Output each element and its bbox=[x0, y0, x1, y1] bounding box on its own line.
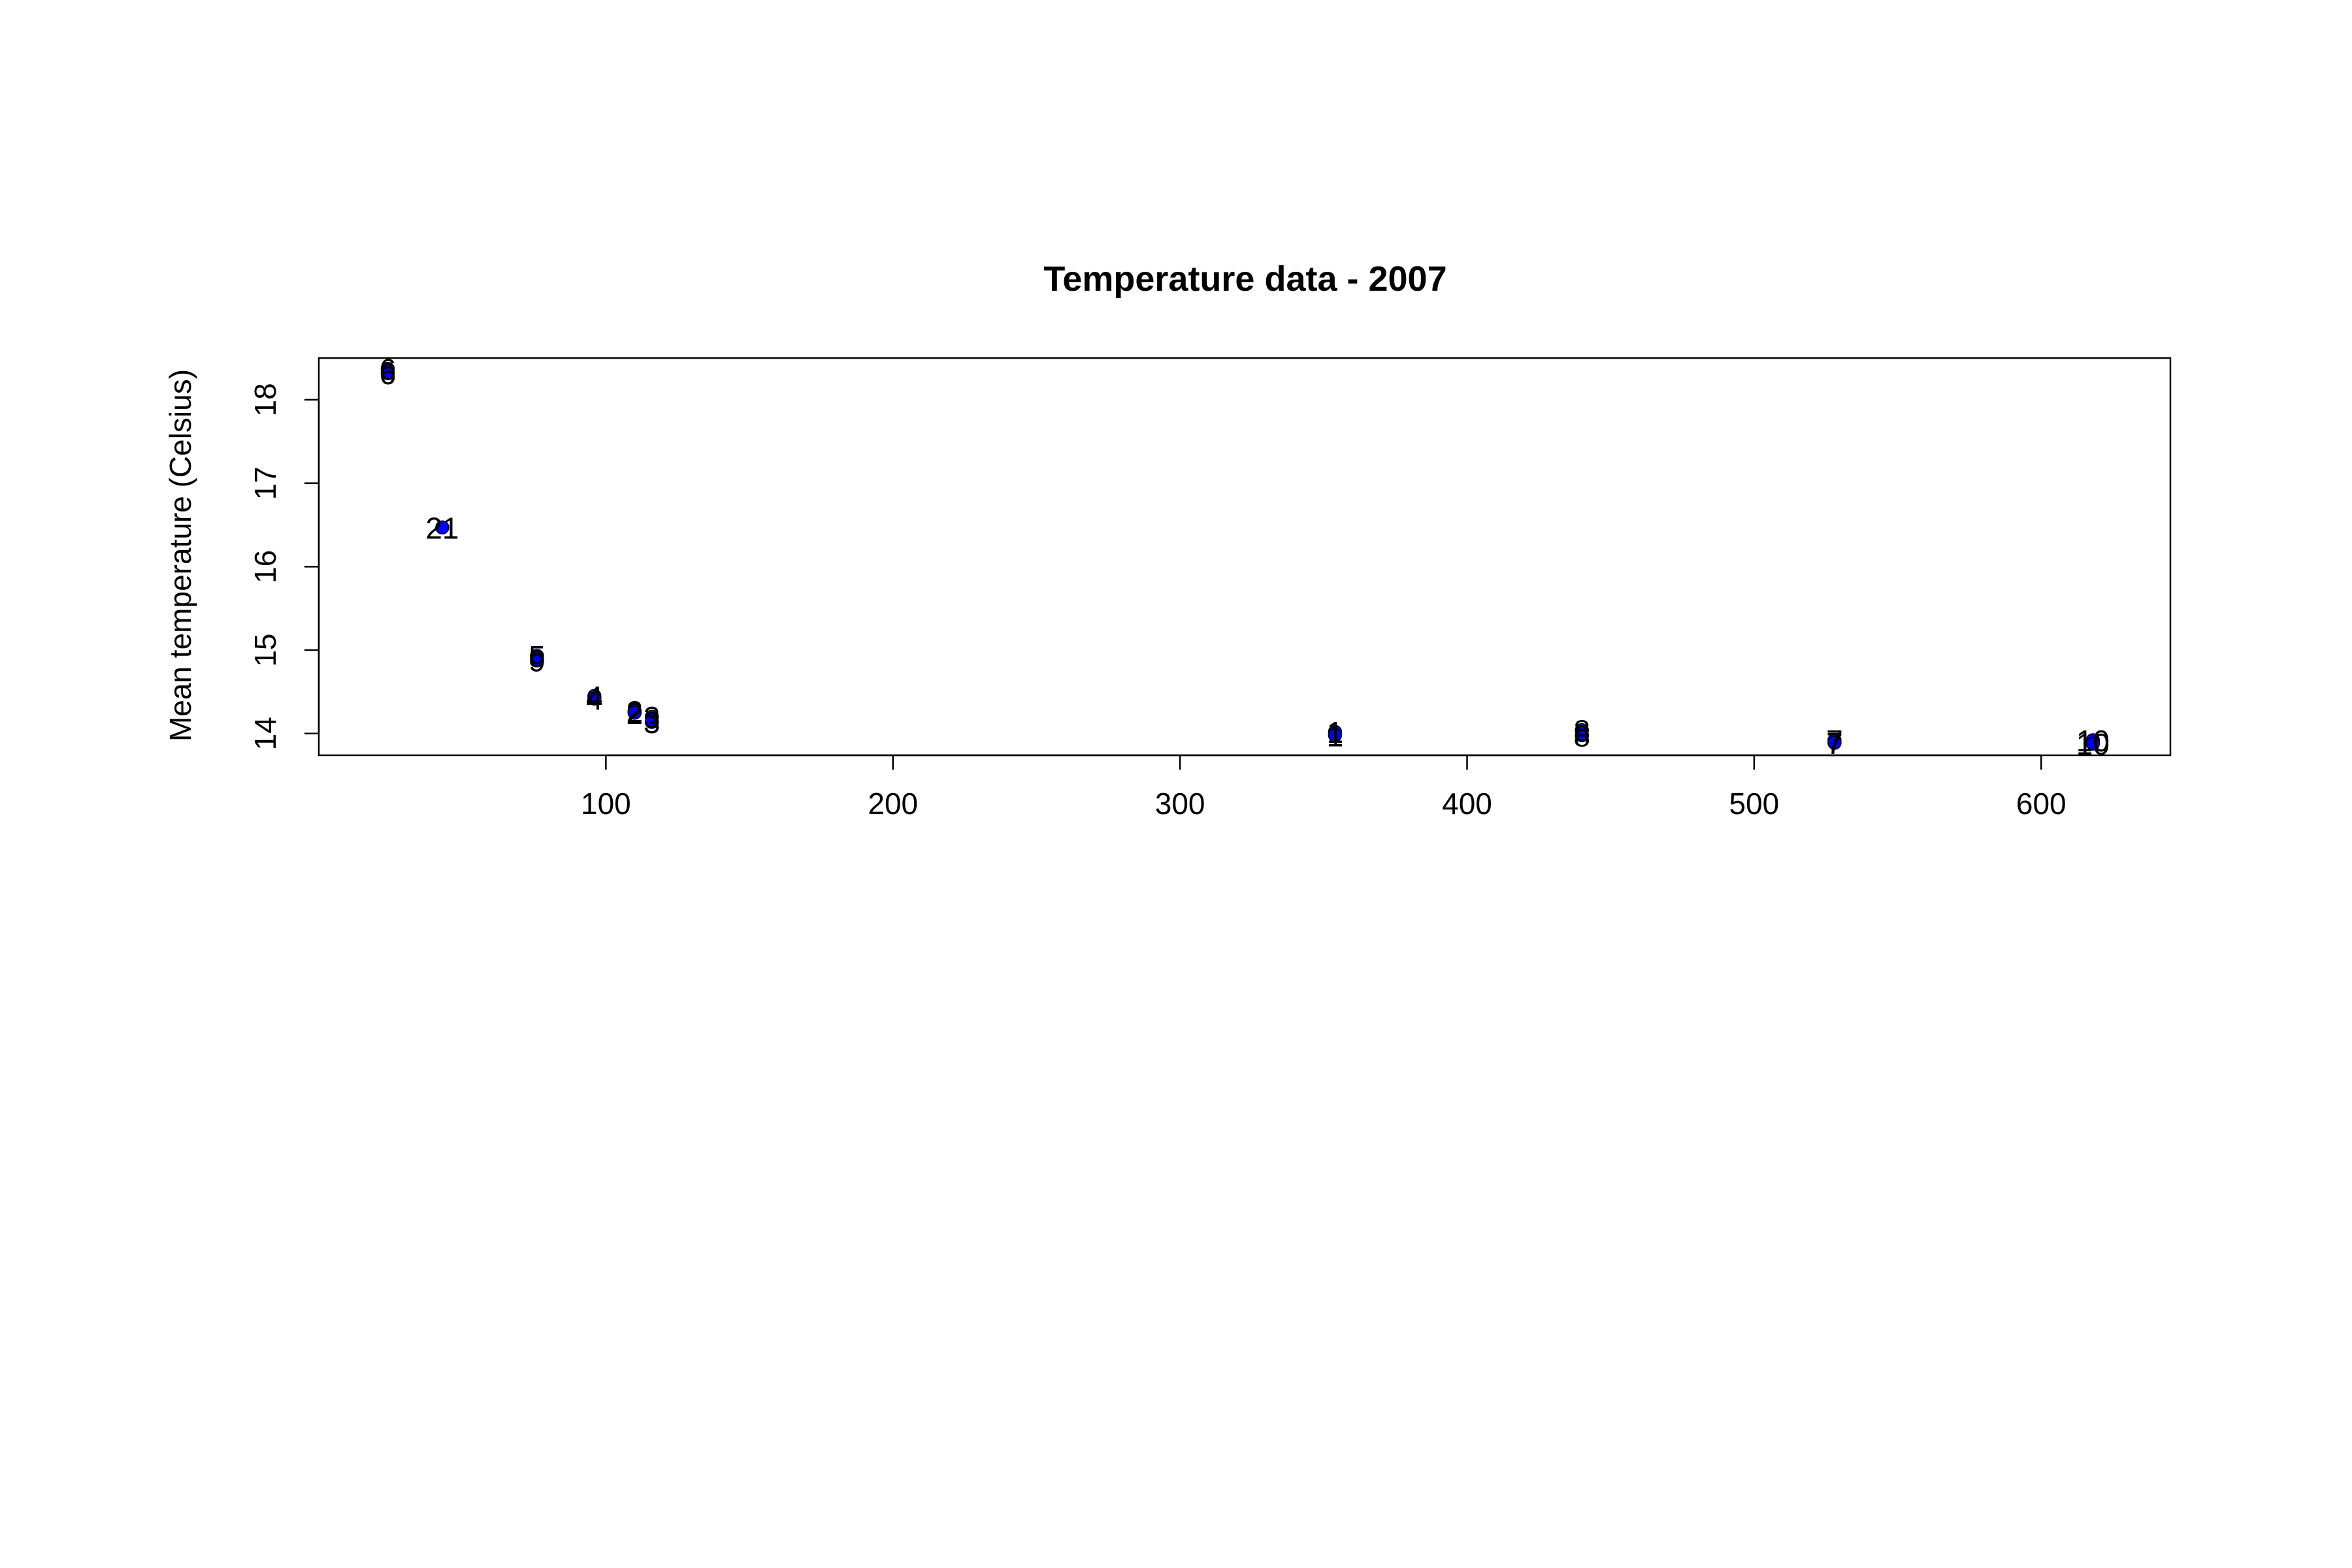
data-point bbox=[380, 366, 395, 380]
data-point bbox=[530, 653, 544, 668]
x-tick-label: 500 bbox=[1729, 787, 1780, 821]
y-tick-label: 16 bbox=[248, 550, 282, 583]
data-point bbox=[587, 691, 602, 706]
data-point-label: 8 bbox=[1573, 719, 1590, 753]
data-point bbox=[2085, 736, 2100, 751]
data-point-label: 9 bbox=[529, 644, 546, 678]
data-point bbox=[1827, 736, 1842, 750]
data-point-label: 10 bbox=[2076, 724, 2110, 758]
data-point-label: 7 bbox=[1826, 724, 1843, 758]
chart-title: Temperature data - 2007 bbox=[1043, 259, 1446, 299]
data-point-label: 10 bbox=[2076, 727, 2110, 761]
data-point-label: 5 bbox=[529, 640, 546, 674]
data-point-label: 21 bbox=[425, 511, 459, 545]
data-point-label: 2 bbox=[627, 694, 644, 728]
data-points bbox=[380, 361, 2100, 751]
data-point bbox=[435, 520, 449, 535]
y-tick-label: 17 bbox=[248, 466, 282, 500]
data-point bbox=[1575, 728, 1590, 743]
data-point-label: 1 bbox=[1327, 719, 1344, 753]
x-tick-label: 300 bbox=[1155, 787, 1205, 821]
y-axis: 14 15 16 17 18 bbox=[248, 383, 320, 750]
data-point-label: 8 bbox=[1573, 714, 1590, 748]
y-tick-label: 14 bbox=[248, 717, 282, 750]
data-point-label: 6 bbox=[380, 357, 397, 391]
y-tick-label: 18 bbox=[248, 383, 282, 416]
data-point-label: 3 bbox=[644, 700, 661, 734]
y-tick-label: 15 bbox=[248, 633, 282, 666]
data-point-label: 7 bbox=[1826, 727, 1843, 760]
data-point-label: 2 bbox=[627, 696, 644, 730]
data-point-label: 6 bbox=[380, 353, 397, 387]
data-point-label: 4 bbox=[586, 679, 603, 713]
data-point-label: 4 bbox=[586, 682, 603, 716]
data-point-label: 1 bbox=[1327, 715, 1344, 749]
data-point bbox=[627, 706, 642, 720]
x-tick-label: 400 bbox=[1442, 787, 1492, 821]
x-tick-label: 600 bbox=[2016, 787, 2066, 821]
data-point-label: 3 bbox=[644, 706, 661, 740]
data-point bbox=[644, 715, 659, 729]
x-axis: 100 200 300 400 500 600 bbox=[581, 754, 2066, 821]
x-tick-label: 200 bbox=[868, 787, 918, 821]
y-axis-label: Mean temperature (Celsius) bbox=[163, 369, 197, 742]
data-point bbox=[1328, 728, 1343, 743]
x-tick-label: 100 bbox=[581, 787, 631, 821]
